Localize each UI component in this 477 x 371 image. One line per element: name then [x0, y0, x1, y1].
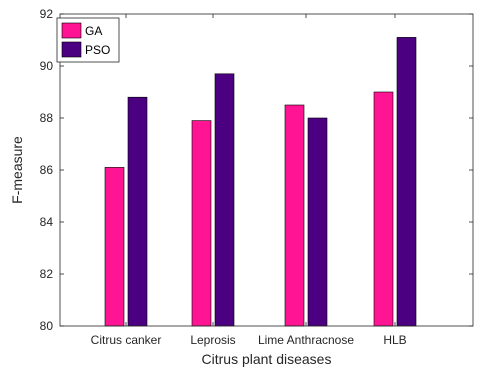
y-tick-label: 84: [40, 215, 54, 229]
y-tick-label: 86: [40, 163, 54, 177]
x-tick-label: HLB: [383, 333, 406, 347]
bar-pso-2: [214, 73, 235, 327]
legend-swatch-ga: [61, 22, 82, 39]
legend-label-ga: GA: [85, 24, 102, 38]
bar-pso-4: [396, 37, 417, 327]
ticks-group: Citrus canker Leprosis Lime Anthracnose HLB…: [40, 7, 473, 347]
legend-label-pso: PSO: [85, 43, 110, 57]
y-tick-label: 88: [40, 111, 54, 125]
x-tick-label: Citrus canker: [91, 333, 162, 347]
x-tick-label: Lime Anthracnose: [258, 333, 354, 347]
legend-swatch-pso: [61, 41, 82, 58]
y-tick-label: 92: [40, 7, 54, 21]
x-tick-label: Leprosis: [190, 333, 235, 347]
bar-ga-4: [373, 91, 394, 327]
bar-ga-2: [191, 120, 212, 327]
bar-pso-3: [307, 117, 328, 327]
legend: GA PSO: [56, 17, 120, 63]
bars-group: [104, 37, 417, 327]
bar-ga-3: [284, 104, 305, 327]
y-tick-label: 80: [40, 319, 54, 333]
y-axis-title: F-measure: [9, 136, 25, 204]
bar-ga-1: [104, 167, 125, 327]
y-tick-label: 82: [40, 267, 54, 281]
x-axis-title: Citrus plant diseases: [202, 351, 332, 367]
y-tick-label: 90: [40, 59, 54, 73]
bar-pso-1: [127, 96, 148, 327]
